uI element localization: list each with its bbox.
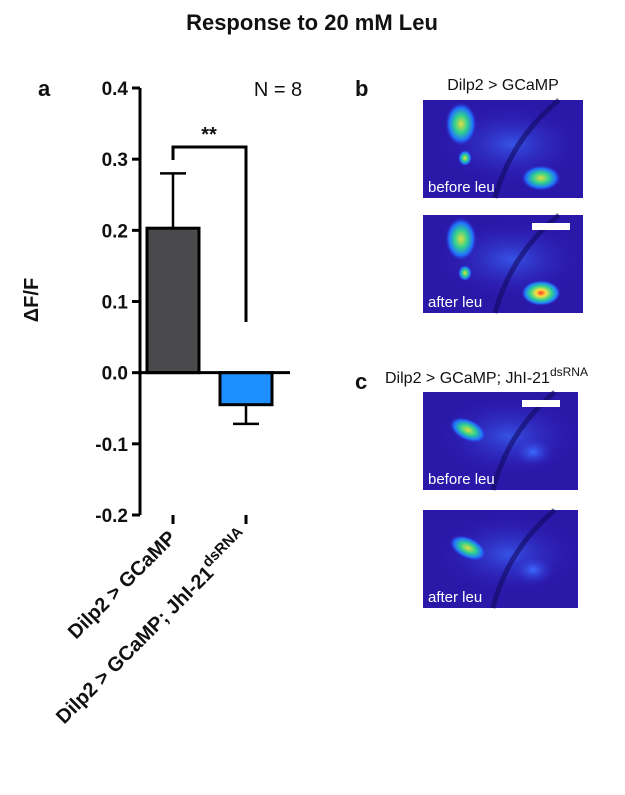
y-axis-label: ΔF/F [21, 278, 43, 322]
y-tick-label: 0.4 [102, 79, 129, 100]
cell [445, 102, 477, 146]
cell [458, 150, 472, 166]
image-panels: b Dilp2 > GCaMP before leu after leu c Dilp2 … [355, 76, 588, 609]
panel-title-text: Dilp2 > GCaMP [447, 77, 559, 94]
y-tick-label: 0.0 [102, 364, 128, 385]
bar [145, 226, 201, 375]
n-label: N = 8 [254, 79, 302, 101]
y-tick-label: -0.2 [95, 506, 128, 527]
cell [449, 416, 487, 444]
cell [445, 217, 477, 261]
bar [218, 371, 274, 407]
panel-letter: b [355, 76, 368, 101]
y-tick-label: -0.1 [95, 435, 128, 456]
cell [458, 265, 472, 281]
image-caption: after leu [428, 294, 482, 311]
scale-bar [532, 223, 570, 230]
fold [492, 98, 561, 199]
panel-title-text: Dilp2 > GCaMP; JhI-21 [385, 370, 550, 387]
cell [521, 165, 561, 191]
cell [521, 280, 561, 306]
image-caption: after leu [428, 589, 482, 606]
y-tick-label: 0.1 [102, 293, 129, 314]
panel-letter: a [38, 76, 51, 101]
y-tick-label: 0.3 [102, 150, 128, 171]
cell [449, 534, 487, 562]
panel-title-superscript: dsRNA [550, 365, 588, 379]
chart-title: Response to 20 mM Leu [186, 10, 438, 35]
significance-label: ** [201, 124, 217, 146]
cell [511, 554, 555, 586]
scale-bar [522, 400, 560, 407]
significance-bracket [171, 145, 248, 322]
fold [490, 508, 557, 609]
image-caption: before leu [428, 179, 495, 196]
image-caption: before leu [428, 471, 495, 488]
panel-letter: c [355, 369, 367, 394]
y-tick-label: 0.2 [102, 221, 128, 242]
panel-title: Dilp2 > GCaMP; JhI-21dsRNA [385, 365, 588, 387]
cell [511, 436, 555, 468]
category-superscript: dsRNA [199, 523, 246, 570]
panel-title: Dilp2 > GCaMP [447, 77, 559, 94]
